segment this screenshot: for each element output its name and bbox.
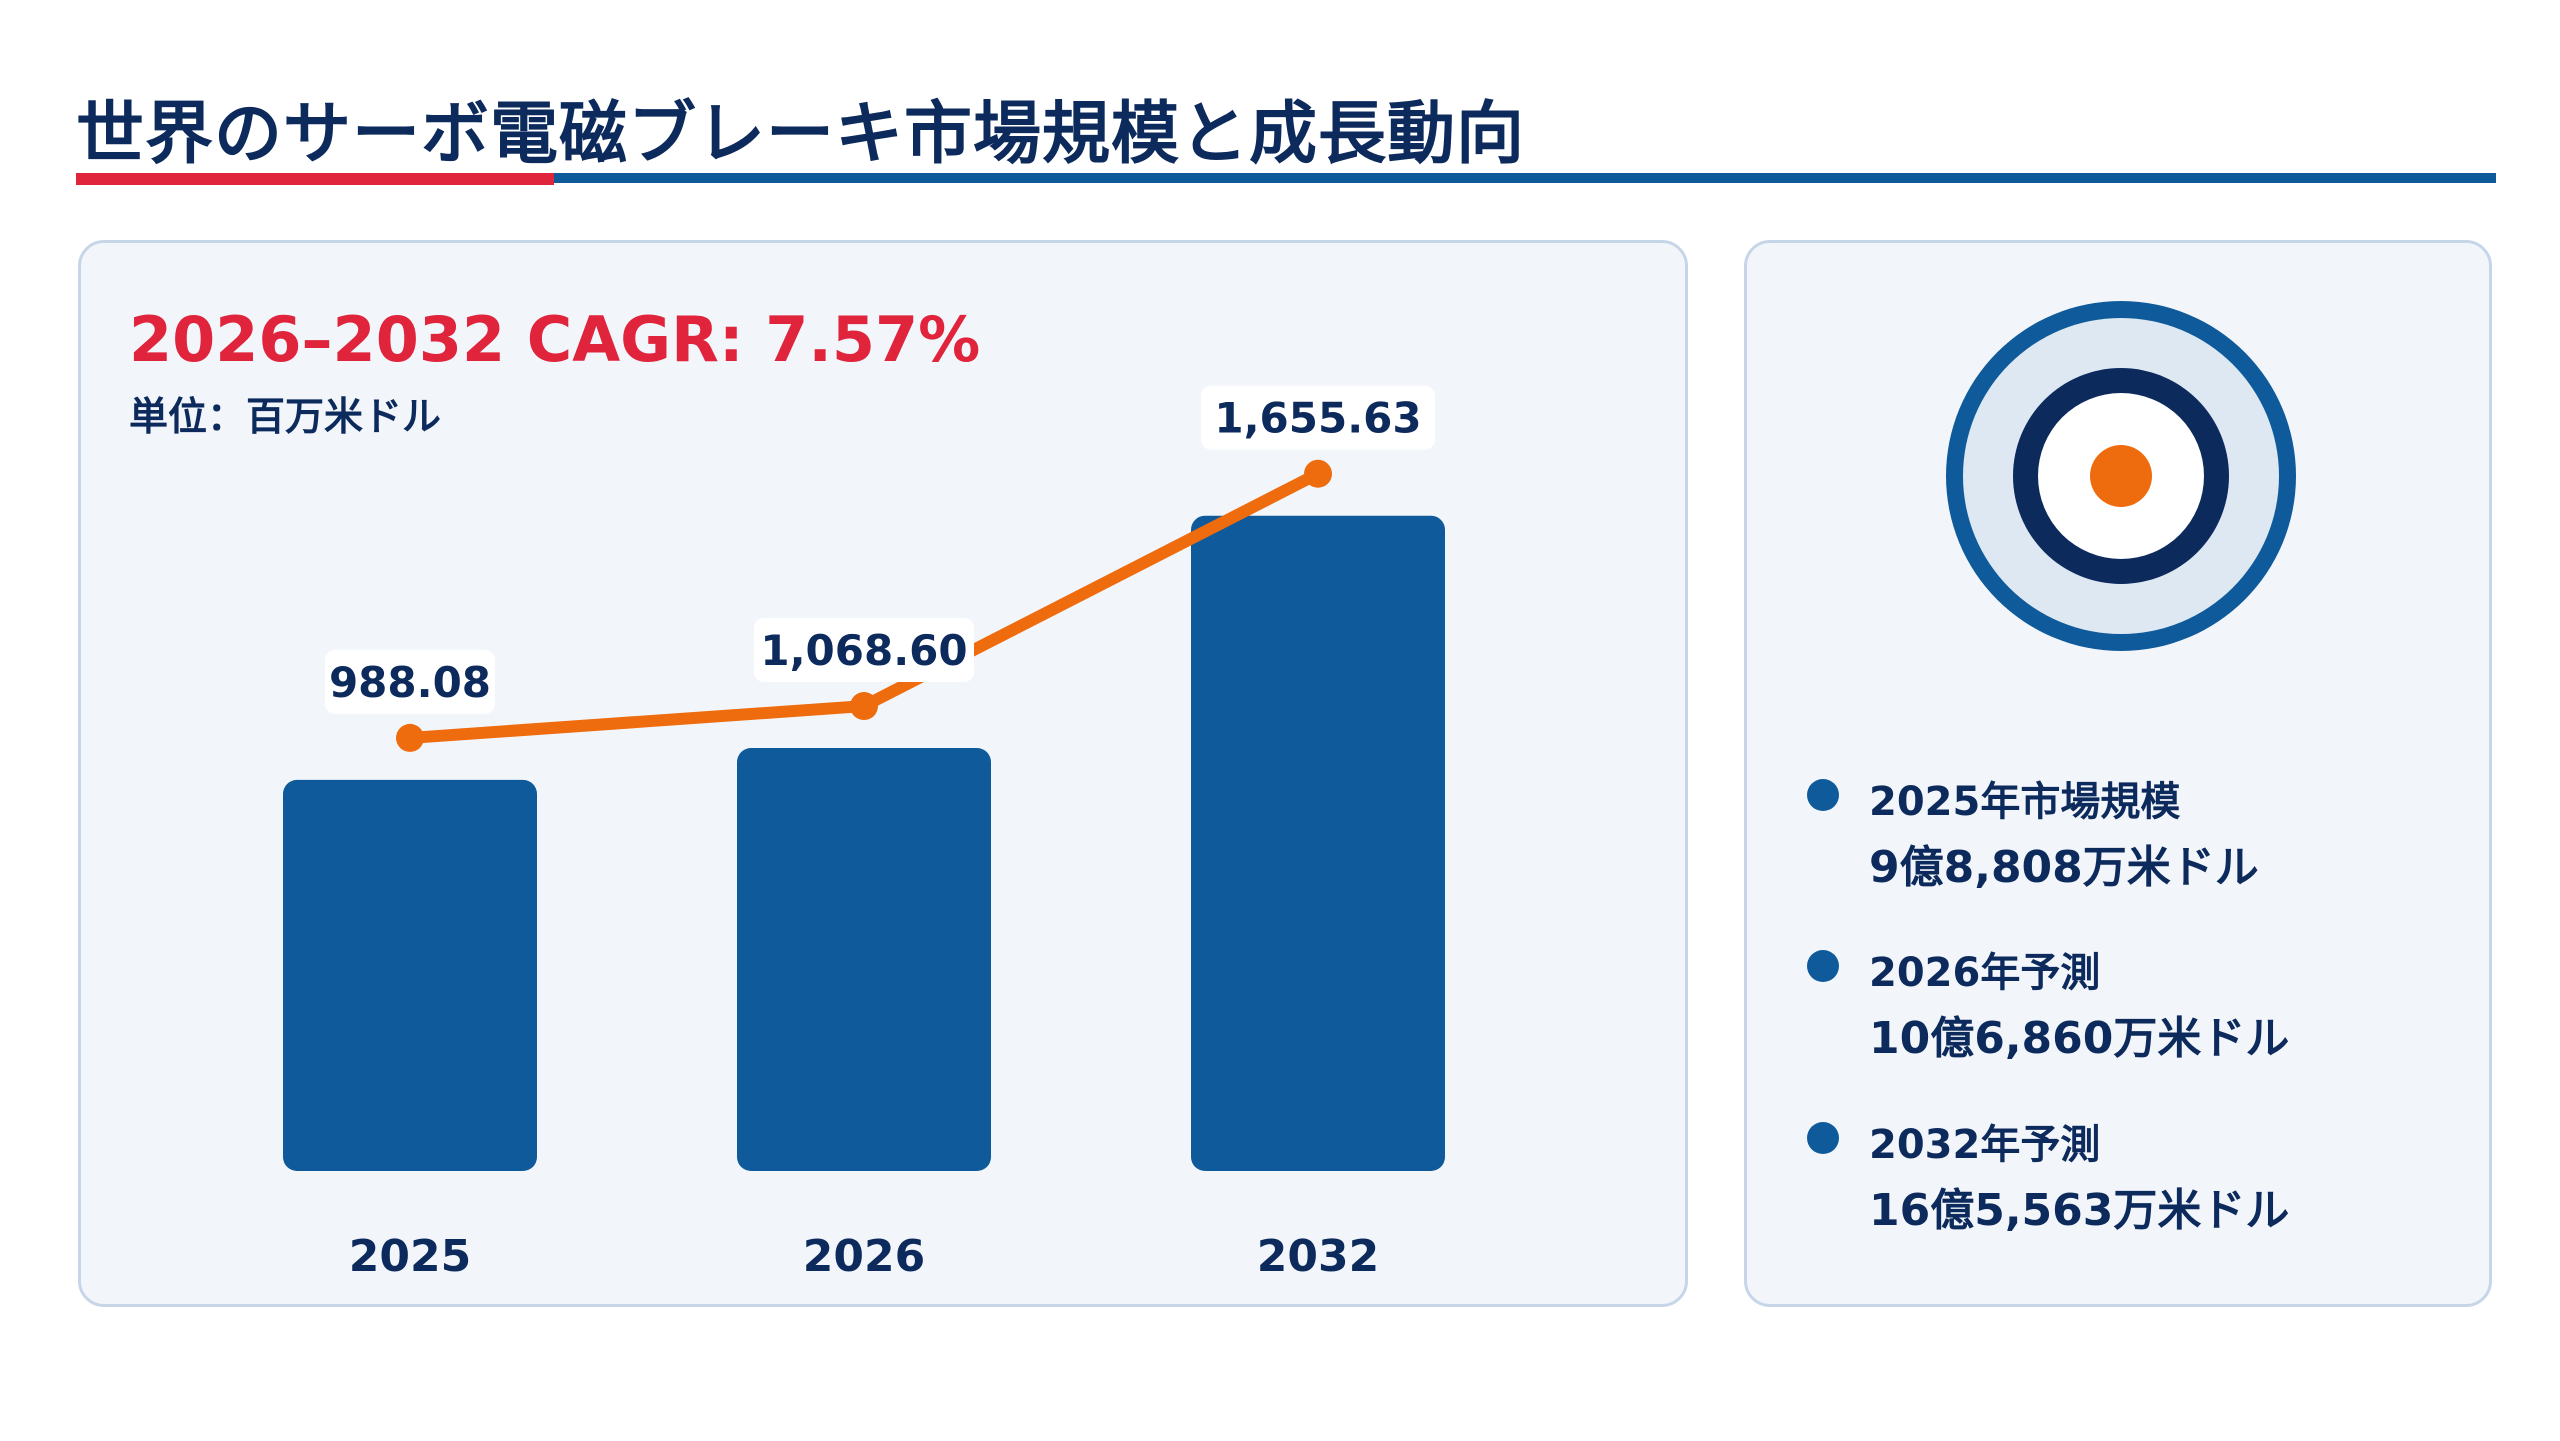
summary-item-label: 2025年市場規模 <box>1869 779 2181 825</box>
x-tick-label: 2032 <box>1257 1231 1379 1282</box>
page-title: 世界のサーボ電磁ブレーキ市場規模と成長動向 <box>76 95 1526 174</box>
trend-point-2032 <box>1304 459 1332 488</box>
x-tick-label: 2026 <box>803 1231 925 1282</box>
data-label-box <box>1201 385 1435 450</box>
data-label: 1,655.63 <box>1214 394 1421 443</box>
bullet-dot-icon <box>1807 779 1839 811</box>
cagr-label: 2026–2032 CAGR: 7.57% <box>129 303 981 376</box>
bullet-dot-icon <box>1807 1122 1839 1154</box>
bullet-dot-icon <box>1807 950 1839 982</box>
data-label-box <box>325 649 495 714</box>
bar-line-chart: 2025 2026 2032 988.08 1,068.60 1,655.63 <box>283 385 1445 1282</box>
summary-item-value: 16億5,563万米ドル <box>1869 1185 2290 1236</box>
data-label: 1,068.60 <box>760 626 967 675</box>
chart-panel: 2025 2026 2032 988.08 1,068.60 1,655.63 2026–… <box>78 240 1688 1307</box>
bar-2032 <box>1191 515 1445 1171</box>
summary-item-label: 2026年予測 <box>1869 950 2101 996</box>
data-label-box <box>754 618 974 683</box>
x-tick-label: 2025 <box>349 1231 471 1282</box>
unit-label: 単位：百万米ドル <box>129 395 442 440</box>
bar-2025 <box>283 779 537 1171</box>
target-icon <box>1946 301 2296 651</box>
title-underline <box>76 173 2496 183</box>
summary-item-value: 9億8,808万米ドル <box>1869 842 2259 893</box>
data-label: 988.08 <box>329 658 491 707</box>
summary-panel: 2025年市場規模 9億8,808万米ドル 2026年予測 10億6,860万米… <box>1744 240 2492 1307</box>
summary-item-value: 10億6,860万米ドル <box>1869 1013 2290 1064</box>
trend-point-2026 <box>850 692 878 721</box>
summary-item-label: 2032年予測 <box>1869 1122 2101 1168</box>
trend-point-2025 <box>396 723 424 752</box>
title-underline-accent <box>76 173 554 185</box>
bar-2026 <box>737 748 991 1171</box>
